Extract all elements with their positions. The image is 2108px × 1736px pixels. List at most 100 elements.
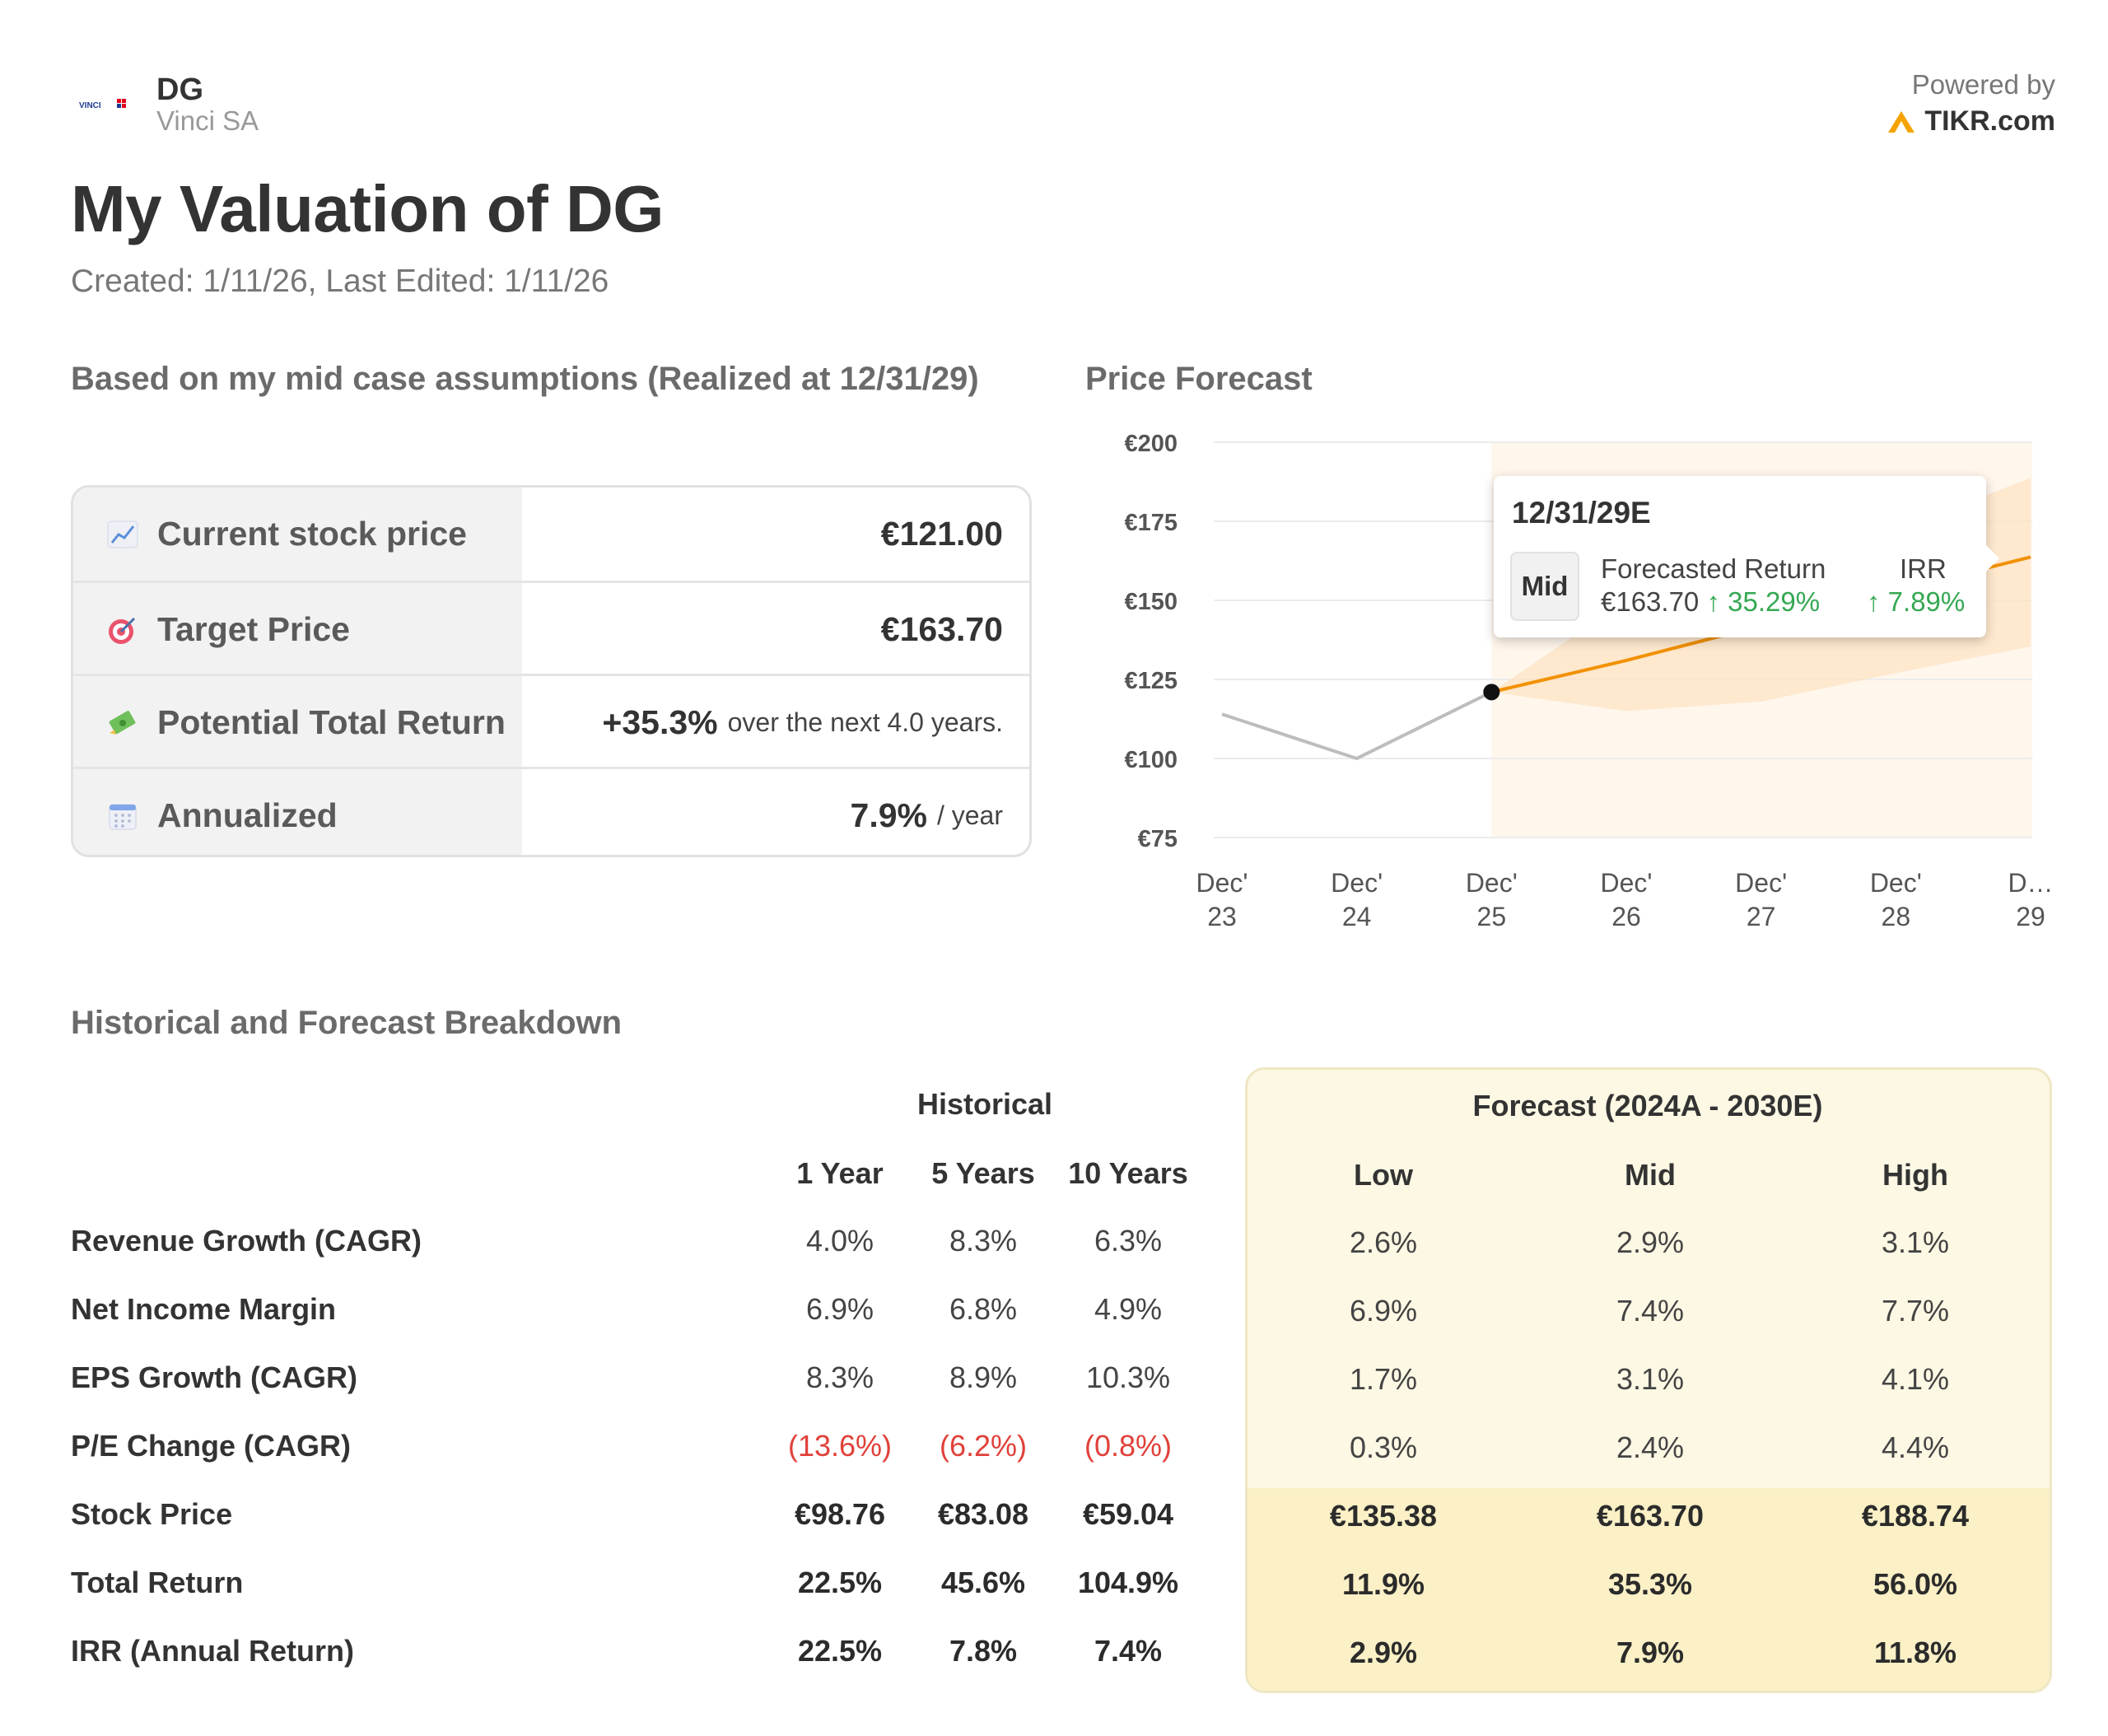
forecast-cell: 11.9% <box>1341 1567 1425 1601</box>
forecast-cell: 2.4% <box>1616 1430 1685 1464</box>
historical-col-header: 1 Year <box>796 1156 884 1190</box>
summary-value: 7.9% <box>850 796 927 834</box>
summary-row-total-return: Potential Total Return +35.3% over the n… <box>73 674 1029 769</box>
historical-cell: 45.6% <box>940 1566 1026 1599</box>
forecast-cell: 0.3% <box>1349 1430 1418 1464</box>
tooltip-caret <box>1986 545 1999 572</box>
summary-row-current-price: Current stock price €121.00 <box>73 488 1029 581</box>
summary-suffix: / year <box>936 800 1003 830</box>
forecast-cell: 4.1% <box>1881 1362 1950 1396</box>
summary-value: +35.3% <box>602 703 718 741</box>
historical-cell: 10.3% <box>1085 1360 1171 1394</box>
forecast-col-header: High <box>1882 1158 1948 1192</box>
tooltip-price-line: €163.70 ↑ 35.29% <box>1601 586 1820 618</box>
chart-increasing-icon <box>107 520 138 548</box>
forecast-cell: 7.4% <box>1616 1294 1685 1328</box>
historical-title: Historical <box>916 1087 1053 1121</box>
x-tick-label: Dec' 28 <box>1870 868 1922 931</box>
forecast-col-header: Low <box>1354 1158 1413 1192</box>
forecast-cell: 56.0% <box>1872 1567 1958 1601</box>
y-tick-label: €125 <box>1124 668 1178 694</box>
breakdown-row-label: Revenue Growth (CAGR) <box>71 1224 422 1258</box>
historical-cell: (6.2%) <box>939 1429 1028 1463</box>
x-tick-label: Dec' 26 <box>1600 868 1652 931</box>
historical-col-header: 5 Years <box>931 1156 1035 1190</box>
page-title: My Valuation of DG <box>71 172 664 245</box>
breakdown-heading: Historical and Forecast Breakdown <box>71 1005 623 1041</box>
forecast-cell: 2.9% <box>1616 1225 1685 1259</box>
historical-series-line <box>1221 690 1493 761</box>
x-tick-label: Dec' 25 <box>1466 868 1518 931</box>
created-edited-dates: Created: 1/11/26, Last Edited: 1/11/26 <box>71 264 609 299</box>
historical-cell: €59.04 <box>1082 1497 1174 1531</box>
forecast-cell: 4.4% <box>1881 1430 1950 1464</box>
tooltip-price: €163.70 <box>1601 586 1700 617</box>
money-icon <box>109 710 136 735</box>
historical-cell: 8.3% <box>805 1360 874 1394</box>
y-tick-label: €75 <box>1138 826 1178 852</box>
summary-row-annualized: Annualized 7.9% / year <box>73 767 1029 855</box>
x-tick-label: Dec' 24 <box>1331 868 1383 931</box>
forecast-col-header: Mid <box>1625 1158 1676 1192</box>
summary-label: Current stock price <box>157 515 467 553</box>
y-tick-label: €200 <box>1124 431 1178 457</box>
historical-cell: 22.5% <box>797 1634 883 1668</box>
y-tick-label: €100 <box>1124 747 1178 773</box>
target-icon <box>109 617 136 644</box>
historical-cell: 8.3% <box>949 1224 1018 1258</box>
historical-cell: 22.5% <box>797 1566 883 1599</box>
price-forecast-heading: Price Forecast <box>1085 361 1313 397</box>
x-tick-label: D… 29 <box>2008 868 2053 931</box>
x-tick-label: Dec' 23 <box>1196 868 1248 931</box>
y-tick-label: €175 <box>1124 510 1178 536</box>
summary-suffix: over the next 4.0 years. <box>727 707 1003 737</box>
forecast-cell: 2.6% <box>1349 1225 1418 1259</box>
historical-cell: 4.9% <box>1094 1292 1163 1326</box>
forecast-cell: 7.7% <box>1881 1294 1950 1328</box>
historical-cell: (13.6%) <box>787 1429 893 1463</box>
forecast-cell: €188.74 <box>1861 1499 1970 1533</box>
historical-cell: 4.0% <box>805 1224 874 1258</box>
historical-cell: (0.8%) <box>1084 1429 1173 1463</box>
tooltip-case-badge: Mid <box>1510 552 1579 621</box>
current-price-point <box>1483 684 1500 701</box>
x-tick-label: Dec' 27 <box>1735 868 1787 931</box>
forecast-cell: 3.1% <box>1881 1225 1950 1259</box>
summary-value: €121.00 <box>880 515 1003 553</box>
summary-row-target-price: Target Price €163.70 <box>73 581 1029 676</box>
summary-value: €163.70 <box>880 610 1003 648</box>
forecast-cell: 35.3% <box>1607 1567 1693 1601</box>
breakdown-row-label: EPS Growth (CAGR) <box>71 1360 357 1394</box>
breakdown-row-label: Total Return <box>71 1566 244 1599</box>
historical-cell: 6.3% <box>1094 1224 1163 1258</box>
tooltip-return-label: Forecasted Return <box>1601 553 1826 584</box>
breakdown-row-label: Net Income Margin <box>71 1292 337 1326</box>
tooltip-irr-label: IRR <box>1900 553 1947 584</box>
ticker-symbol: DG <box>156 72 203 107</box>
historical-cell: 8.9% <box>949 1360 1018 1394</box>
forecast-cell: 11.8% <box>1873 1636 1957 1669</box>
historical-cell: 6.9% <box>805 1292 874 1326</box>
forecast-cell: 3.1% <box>1616 1362 1685 1396</box>
forecast-cell: 7.9% <box>1616 1636 1685 1669</box>
historical-cell: €83.08 <box>937 1497 1029 1531</box>
forecast-cell: 6.9% <box>1349 1294 1418 1328</box>
summary-table: Current stock price €121.00 Target Price… <box>71 485 1032 857</box>
summary-label: Potential Total Return <box>157 703 506 741</box>
breakdown-row-label: IRR (Annual Return) <box>71 1634 354 1668</box>
summary-label: Target Price <box>157 610 350 648</box>
forecast-cell: €163.70 <box>1596 1499 1705 1533</box>
powered-by-label: Powered by <box>1911 69 2055 100</box>
historical-cell: 7.4% <box>1094 1634 1163 1668</box>
historical-col-header: 10 Years <box>1068 1156 1188 1190</box>
y-tick-label: €150 <box>1124 589 1178 615</box>
forecast-cell: 2.9% <box>1349 1636 1418 1669</box>
tikr-brand[interactable]: TIKR.com <box>1886 105 2055 138</box>
historical-cell: 6.8% <box>949 1292 1018 1326</box>
tooltip-irr-pct: ↑ 7.89% <box>1867 586 1966 617</box>
tikr-brand-text: TIKR.com <box>1924 105 2055 137</box>
summary-label: Annualized <box>157 796 338 834</box>
forecast-title: Forecast (2024A - 2030E) <box>1472 1089 1823 1122</box>
historical-cell: 104.9% <box>1077 1566 1179 1599</box>
svg-text:VINCI: VINCI <box>79 101 101 110</box>
